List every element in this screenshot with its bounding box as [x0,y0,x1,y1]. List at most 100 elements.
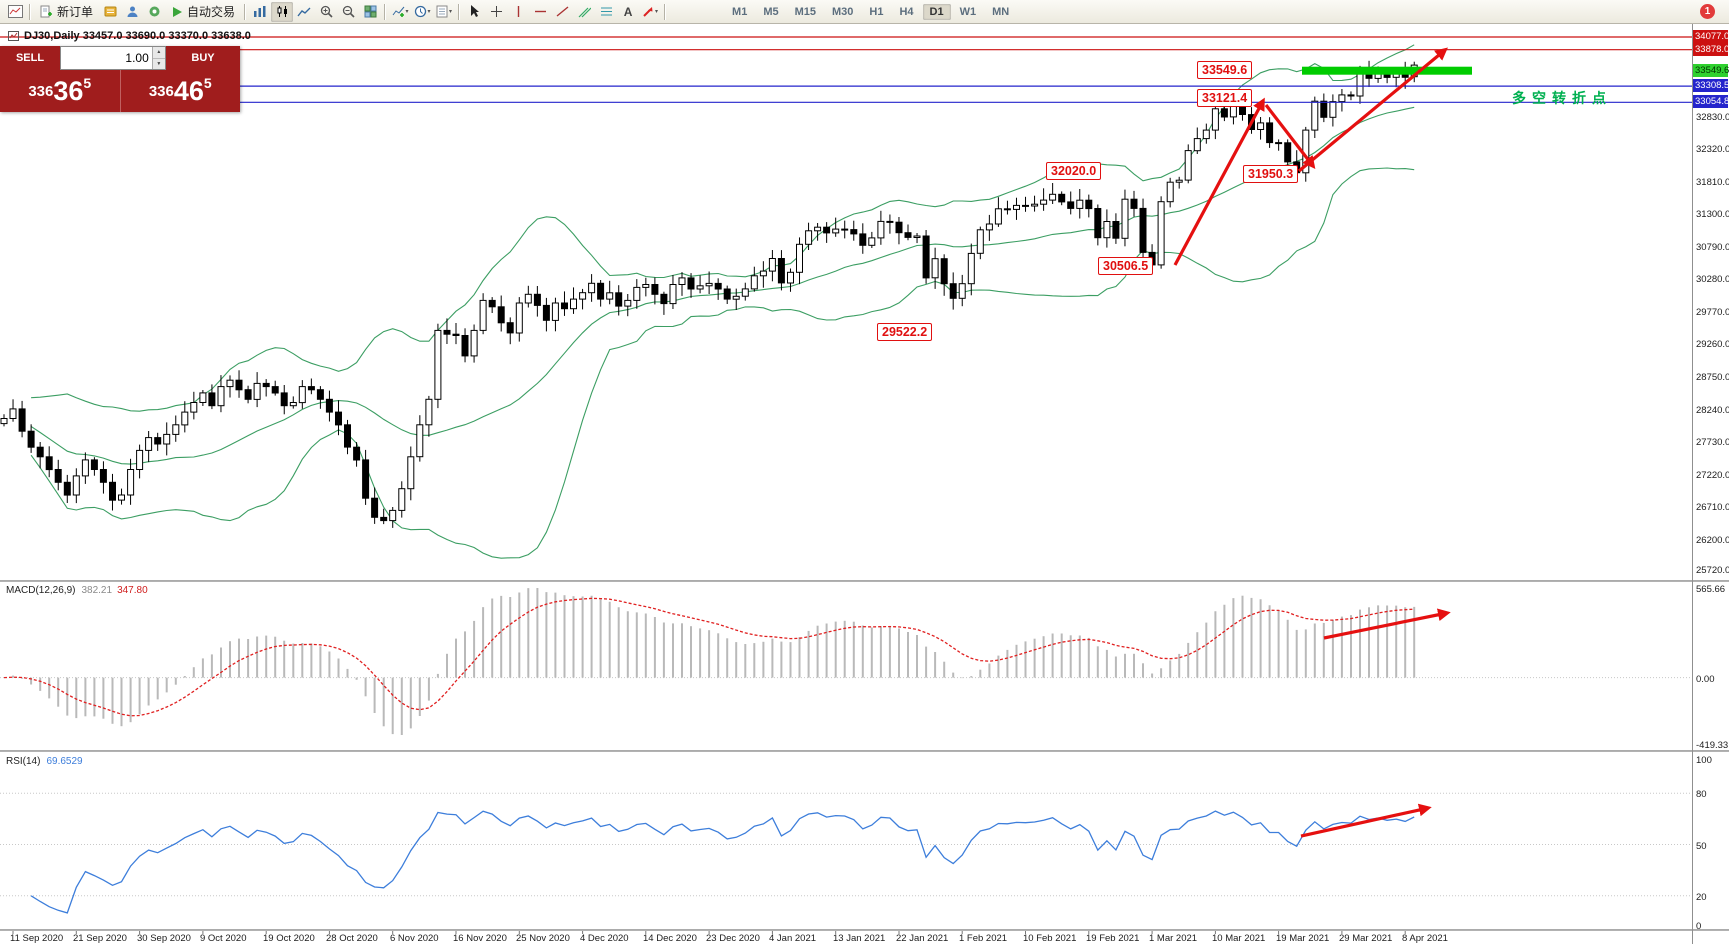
volume-spinner: ▲ ▼ [151,47,165,69]
turning-point-note[interactable]: 多空转折点 [1512,90,1612,106]
macd-label: MACD(12,26,9) 382.21 347.80 [6,585,148,596]
timeframe-h4[interactable]: H4 [899,5,914,18]
rsi-indicator [0,792,1692,914]
buy-price[interactable]: 336 46 5 [119,70,241,112]
date-axis-label: 16 Nov 2020 [453,933,507,944]
date-axis-label: 19 Feb 2021 [1086,933,1140,944]
price-annotation[interactable]: 29522.2 [877,323,933,341]
zoom-out-icon[interactable] [337,2,359,22]
rsi-scale-tick: 20 [1696,892,1707,903]
channel-icon[interactable] [573,2,595,22]
price-annotation[interactable]: 33549.6 [1197,61,1253,79]
price-annotation[interactable]: 33121.4 [1197,89,1253,107]
toolbar-separator [29,3,31,20]
price-scale-tick: 32830.0 [1696,112,1729,123]
candlestick-chart-icon[interactable] [271,1,294,22]
price-scale-tick: 28750.0 [1696,372,1729,383]
notification-badge[interactable]: 1 [1700,4,1715,19]
autotrading-label: 自动交易 [187,5,236,19]
new-order-label: 新订单 [57,5,94,19]
toolbar-separator [384,3,387,20]
arrows-icon[interactable]: ▾ [639,2,661,22]
indicators-icon[interactable]: ▾ [389,2,411,22]
crosshair-icon[interactable] [485,2,507,22]
panel-separators[interactable] [0,24,1729,944]
chart-title: DJ30,Daily 33457.0 33690.0 33370.0 33638… [8,30,251,42]
date-axis-label: 19 Oct 2020 [263,933,315,944]
price-badge: 33308.5 [1693,79,1729,92]
price-annotation[interactable]: 32020.0 [1046,162,1102,180]
price-digits: 336 [28,82,54,100]
trendline-icon[interactable] [551,2,573,22]
autotrading-button[interactable]: 自动交易 [165,2,241,22]
line-chart-icon[interactable] [293,2,315,22]
price-scale-tick: 30790.0 [1696,242,1729,253]
price-annotation[interactable]: 31950.3 [1243,165,1299,183]
timeframe-m30[interactable]: M30 [832,5,854,18]
date-axis-label: 28 Oct 2020 [326,933,378,944]
trend-arrows[interactable] [1173,47,1451,838]
timeframe-m5[interactable]: M5 [763,5,779,18]
volume-input[interactable] [61,47,152,69]
new-order-button[interactable]: 新订单 [34,2,99,22]
price-badge: 34077.0 [1693,30,1729,43]
horizontal-level-lines[interactable] [0,36,1692,103]
dropdown-caret-icon: ▾ [655,9,659,15]
timeframe-m15[interactable]: M15 [794,5,816,18]
cursor-icon[interactable] [463,2,485,22]
rsi-label: RSI(14) 69.6529 [6,756,83,767]
price-badge: 33054.8 [1693,95,1729,108]
price-annotation[interactable]: 30506.5 [1098,257,1154,275]
profile-icon[interactable] [121,2,143,22]
options-icon[interactable] [143,2,165,22]
date-axis-label: 22 Jan 2021 [896,933,949,944]
symbol-icon [8,31,19,41]
date-axis-label: 1 Feb 2021 [959,933,1008,944]
chart-window-icon[interactable] [4,2,26,22]
resistance-zone[interactable] [1302,66,1472,75]
date-axis-label: 14 Dec 2020 [643,933,697,944]
timeframe-mn[interactable]: MN [992,5,1010,18]
macd-scale-tick: -419.33 [1696,740,1729,751]
macd-name: MACD(12,26,9) [6,585,76,596]
timeframe-d1[interactable]: D1 [922,3,951,20]
date-axis-label: 6 Nov 2020 [390,933,439,944]
timeframe-m1[interactable]: M1 [732,5,748,18]
sell-price[interactable]: 336 36 5 [0,70,120,112]
bars-chart-icon[interactable] [249,2,271,22]
fibonacci-icon[interactable] [595,2,617,22]
price-digits: 5 [203,75,212,91]
date-axis-label: 10 Feb 2021 [1023,933,1077,944]
date-axis-label: 1 Mar 2021 [1149,933,1198,944]
price-scale-tick: 29770.0 [1696,307,1729,318]
date-axis-label: 4 Dec 2020 [580,933,629,944]
timeframe-h1[interactable]: H1 [869,5,884,18]
bollinger-bands [30,44,1415,559]
tile-windows-icon[interactable] [359,2,381,22]
date-axis-label: 13 Jan 2021 [833,933,886,944]
autotrading-play-icon [173,6,183,17]
volume-up-button[interactable]: ▲ [152,47,165,59]
date-axis-label: 30 Sep 2020 [137,933,191,944]
templates-icon[interactable]: ▾ [433,2,455,22]
volume-down-button[interactable]: ▼ [152,58,165,69]
macd-scale-tick: 565.66 [1696,584,1726,595]
text-icon[interactable]: A [623,4,633,19]
vertical-line-icon[interactable] [507,2,529,22]
buy-button[interactable]: BUY [166,46,240,70]
date-axis-label: 8 Apr 2021 [1402,933,1448,944]
chart-title-text: DJ30,Daily 33457.0 33690.0 33370.0 33638… [24,30,251,42]
new-order-icon [40,5,52,18]
timeframe-w1[interactable]: W1 [959,5,977,18]
sell-button[interactable]: SELL [0,46,60,70]
rsi-scale-tick: 100 [1696,755,1712,766]
periods-icon[interactable]: ▾ [411,2,433,22]
zoom-in-icon[interactable] [315,2,337,22]
date-axis-label: 29 Mar 2021 [1339,933,1393,944]
horizontal-line-icon[interactable] [529,2,551,22]
price-scale-tick: 30280.0 [1696,274,1729,285]
history-center-icon[interactable] [99,2,121,22]
volume-box: ▲ ▼ [60,46,166,70]
